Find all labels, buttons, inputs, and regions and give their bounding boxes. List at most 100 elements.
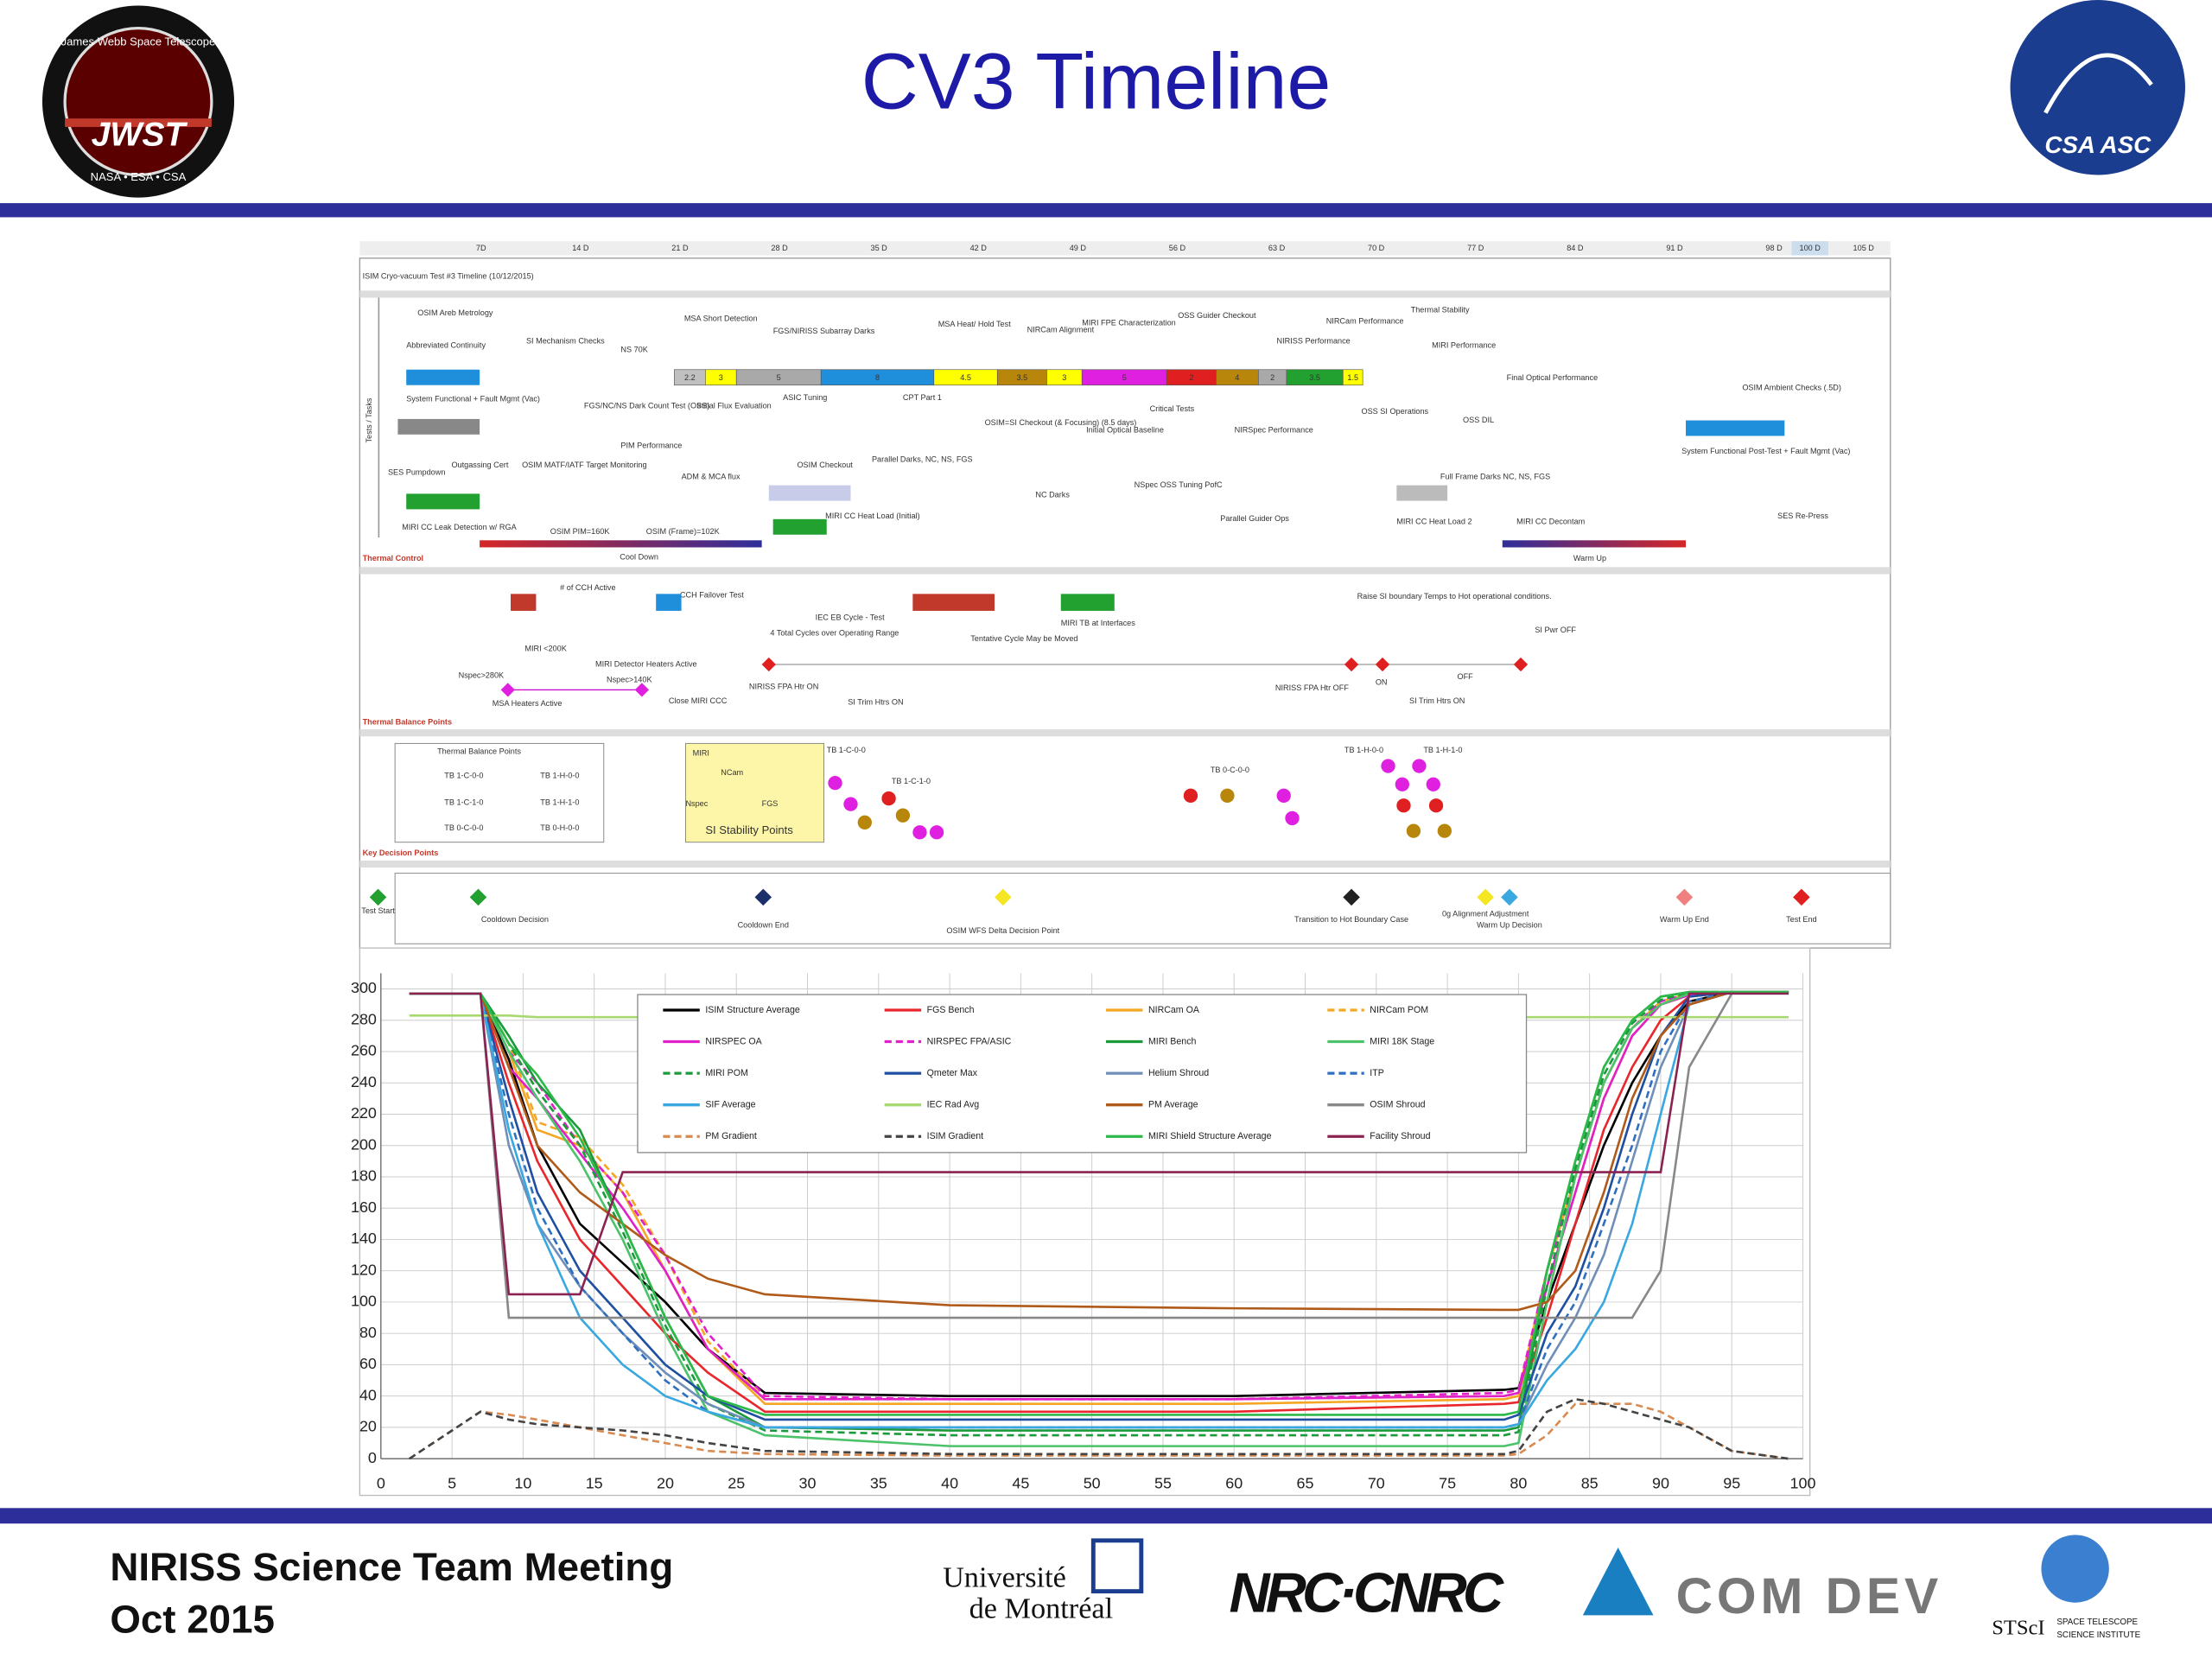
logo-inner <box>63 27 213 177</box>
thermal-label: Raise SI boundary Temps to Hot operation… <box>1357 592 1552 601</box>
day-label: 91 D <box>1666 244 1683 252</box>
lane-rule <box>378 297 380 538</box>
legend-label: Facility Shroud <box>1370 1131 1430 1141</box>
day-label: 56 D <box>1169 244 1186 252</box>
task-label: OSIM Areb Metrology <box>417 308 493 317</box>
task-segment-label: 3.5 <box>1309 373 1320 382</box>
stability-box <box>684 742 824 843</box>
x-tick-label: 80 <box>1510 1474 1527 1491</box>
task-label: OSIM Ambient Checks (.5D) <box>1742 383 1841 391</box>
task-label: MIRI CC Heat Load (Initial) <box>825 512 920 520</box>
balance-point <box>1428 798 1444 813</box>
task-label: OSS SI Operations <box>1362 407 1429 416</box>
x-tick-label: 90 <box>1652 1474 1669 1491</box>
legend-label: MIRI Bench <box>1148 1036 1197 1046</box>
day-label: 21 D <box>671 244 689 252</box>
stsci-line-1: SPACE TELESCOPE <box>2056 1618 2138 1627</box>
series-line <box>409 990 1789 1416</box>
decision-label: 0g Alignment Adjustment <box>1442 909 1529 918</box>
task-segment-label: 3 <box>1062 373 1066 382</box>
decision-label: Cooldown Decision <box>481 915 549 924</box>
task-label: Thermal Stability <box>1411 306 1470 315</box>
y-tick-label: 60 <box>359 1355 377 1372</box>
udem-emblem <box>1090 1538 1144 1594</box>
task-segment-label: 2.2 <box>684 373 696 382</box>
day-highlight <box>1791 241 1828 256</box>
task-segment-label: 5 <box>777 373 781 382</box>
y-tick-label: 100 <box>351 1293 377 1310</box>
task-label: SI Mechanism Checks <box>526 337 605 346</box>
balance-label: TB 1-H-1-0 <box>540 798 579 806</box>
task-label: MIRI CC Leak Detection w/ RGA <box>402 523 517 531</box>
stsci-logo: STScI <box>1992 1616 2044 1639</box>
task-segment <box>1342 369 1363 386</box>
legend-label: NIRSPEC OA <box>705 1036 762 1046</box>
task-label: Parallel Darks, NC, NS, FGS <box>872 455 973 464</box>
balance-label: Thermal Balance Points <box>437 747 521 756</box>
jwst-logo: James Webb Space Telescope JWST NASA • E… <box>41 5 235 198</box>
task-box <box>772 518 827 535</box>
task-label: ASIC Tuning <box>783 393 827 402</box>
balance-label: SI Stability Points <box>705 823 793 836</box>
y-tick-label: 20 <box>359 1418 377 1435</box>
section-rule <box>359 860 1891 868</box>
thermal-marker <box>1344 657 1359 672</box>
task-label: OSIM=SI Checkout (& Focusing) (8.5 days) <box>985 418 1137 427</box>
section-rule <box>359 729 1891 737</box>
balance-label: TB 0-C-0-0 <box>444 823 483 832</box>
task-label: NSpec OSS Tuning PofC <box>1135 480 1223 489</box>
section-rule <box>359 567 1891 575</box>
balance-point <box>1276 788 1291 803</box>
y-tick-label: 280 <box>351 1010 377 1027</box>
logo-name: CSA ASC <box>2044 131 2152 158</box>
task-label: NIRISS Performance <box>1277 337 1351 346</box>
legend-label: NIRCam OA <box>1148 1005 1200 1015</box>
task-label: SES Pumpdown <box>388 467 445 476</box>
series-line <box>409 990 1789 1421</box>
thermal-box <box>1060 594 1115 611</box>
balance-label: MIRI <box>693 748 709 757</box>
decision-label: Test Start <box>361 906 395 915</box>
x-tick-label: 30 <box>799 1474 817 1491</box>
x-tick-label: 65 <box>1297 1474 1314 1491</box>
decision-label: Warm Up End <box>1660 915 1709 924</box>
task-label: MIRI CC Decontam <box>1516 518 1585 526</box>
task-label: Final Optical Performance <box>1507 373 1599 382</box>
y-tick-label: 300 <box>351 979 377 996</box>
day-ruler <box>359 241 1891 256</box>
thermal-label: # of CCH Active <box>560 583 615 592</box>
task-label: FGS/NIRISS Subarray Darks <box>773 327 875 335</box>
decision-marker <box>469 888 487 906</box>
task-segment-label: 2 <box>1189 373 1193 382</box>
y-tick-label: 80 <box>359 1324 377 1341</box>
legend-label: MIRI 18K Stage <box>1370 1036 1434 1046</box>
day-label: 28 D <box>771 244 788 252</box>
thermal-marker <box>500 683 515 697</box>
series-line <box>409 990 1789 1447</box>
series-line <box>409 992 1789 1296</box>
task-box <box>768 485 851 501</box>
logo-stripe <box>65 118 212 127</box>
balance-label: TB 0-C-0-0 <box>1211 766 1249 774</box>
decision-marker <box>754 888 772 906</box>
legend-label: MIRI POM <box>705 1068 748 1078</box>
thermal-label: SI Trim Htrs ON <box>1409 696 1465 705</box>
nrc-logo: NRC·CNRC <box>1229 1560 1503 1624</box>
task-label: OSS Guider Checkout <box>1178 311 1256 320</box>
balance-point <box>929 825 944 840</box>
legend-label: NIRCam POM <box>1370 1005 1428 1015</box>
balance-point <box>1396 798 1411 813</box>
task-label: OSIM MATF/IATF Target Monitoring <box>522 461 647 469</box>
task-label: OSIM Checkout <box>797 461 853 469</box>
task-label: NS 70K <box>620 345 647 353</box>
x-tick-label: 95 <box>1723 1474 1740 1491</box>
header-band <box>0 203 2212 218</box>
section-label: Key Decision Points <box>363 849 439 857</box>
decision-marker <box>1675 888 1694 906</box>
thermal-label: NIRISS FPA Htr OFF <box>1275 683 1349 692</box>
y-tick-label: 140 <box>351 1230 377 1247</box>
legend-label: Qmeter Max <box>927 1068 978 1078</box>
task-segment-label: 1.5 <box>1347 373 1358 382</box>
stsci-emblem <box>2041 1535 2109 1603</box>
